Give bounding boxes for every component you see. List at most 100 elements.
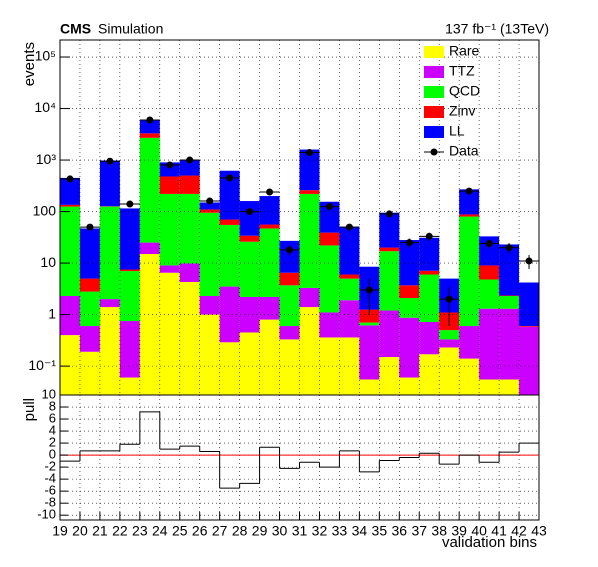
bar-segment [459, 216, 480, 327]
x-tick-label: 26 [192, 523, 208, 539]
x-tick-label: 21 [92, 523, 108, 539]
bar-segment [399, 298, 420, 318]
bar-segment [299, 287, 320, 308]
data-point [385, 210, 393, 218]
bar-segment [439, 339, 460, 348]
y-tick-label: 8 [49, 398, 56, 413]
bar-segment [99, 160, 120, 207]
bar-segment [319, 201, 340, 233]
bar-segment [419, 321, 440, 355]
bar-segment [60, 204, 80, 207]
bar-segment [219, 286, 240, 343]
bar-segment [239, 235, 260, 242]
bar-segment [339, 278, 360, 301]
bar-segment [479, 279, 500, 309]
bar-segment [379, 251, 400, 311]
data-point [505, 244, 513, 252]
bar-segment [479, 265, 500, 280]
y-tick-label: 10⁴ [34, 99, 56, 115]
x-tick-label: 34 [352, 523, 368, 539]
data-point [66, 175, 74, 183]
bar-segment [319, 312, 340, 338]
legend-swatch [424, 126, 444, 138]
bar-segment [479, 379, 500, 395]
x-tick-label: 42 [511, 523, 527, 539]
bar-segment [259, 196, 280, 225]
bar-segment [139, 254, 160, 395]
bar-segment [159, 193, 180, 266]
bar-segment [60, 335, 80, 395]
y-tick-label: 2 [49, 435, 56, 450]
data-point [206, 197, 214, 205]
bar-segment [279, 240, 300, 273]
bar-segment [79, 351, 100, 395]
y-tick-label: -6 [44, 483, 56, 498]
bar-segment [179, 175, 200, 194]
data-point [266, 188, 274, 196]
legend-label: LL [449, 123, 465, 139]
data-point [166, 161, 174, 169]
pull-axis-label: pull [21, 398, 38, 421]
bar-segment [199, 202, 220, 210]
bar-segment [299, 307, 320, 395]
bar-segment [199, 209, 220, 213]
data-point [106, 157, 114, 165]
bar-segment [359, 309, 380, 323]
y-tick-label: 0 [49, 447, 56, 462]
bar-segment [379, 247, 400, 252]
bar-segment [119, 321, 140, 378]
bar-segment [519, 282, 539, 327]
y-tick-label: 10³ [36, 151, 57, 167]
bar-segment [519, 402, 539, 445]
x-axis-label: validation bins [442, 534, 537, 551]
bar-segment [239, 241, 260, 297]
x-tick-label: 31 [292, 523, 308, 539]
bar-segment [339, 300, 360, 338]
bar-segment [199, 212, 220, 296]
data-point [345, 223, 353, 231]
bar-segment [179, 263, 200, 282]
bar-segment [319, 337, 340, 395]
bar-segment [439, 347, 460, 395]
bar-segment [339, 226, 360, 275]
x-tick-label: 39 [451, 523, 467, 539]
bar-segment [239, 332, 260, 395]
bar-segment [419, 270, 440, 275]
bar-segment [499, 308, 520, 380]
bar-segment [239, 296, 260, 333]
y-tick-label: -10 [37, 507, 56, 522]
x-tick-label: 20 [72, 523, 88, 539]
bar-segment [179, 160, 200, 176]
bar-segment [459, 214, 480, 217]
bar-segment [419, 354, 440, 395]
x-tick-label: 28 [232, 523, 248, 539]
bar-segment [239, 201, 260, 236]
x-tick-label: 40 [471, 523, 487, 539]
legend-label: Data [449, 143, 479, 159]
bar-segment [279, 326, 300, 340]
bar-segment [499, 379, 520, 395]
bar-segment [359, 322, 380, 326]
data-point [465, 187, 473, 195]
bar-segment [479, 308, 500, 380]
legend-label: QCD [449, 83, 480, 99]
chart-subtitle: Simulation [98, 21, 163, 37]
main-plot [60, 40, 539, 445]
x-tick-label: 27 [212, 523, 228, 539]
data-point [425, 232, 433, 240]
bar-segment [219, 224, 240, 287]
bar-segment [219, 219, 240, 225]
data-point [186, 156, 194, 164]
bar-segment [60, 295, 80, 336]
legend-swatch [424, 106, 444, 118]
x-tick-label: 24 [152, 523, 168, 539]
bar-segment [419, 237, 440, 271]
bar-segment [99, 206, 120, 300]
x-tick-label: 19 [52, 523, 68, 539]
y-tick-label: 10 [40, 254, 56, 270]
bar-segment [279, 285, 300, 327]
bar-segment [159, 162, 180, 177]
y-tick-label: 4 [49, 422, 56, 437]
data-point [226, 174, 234, 182]
